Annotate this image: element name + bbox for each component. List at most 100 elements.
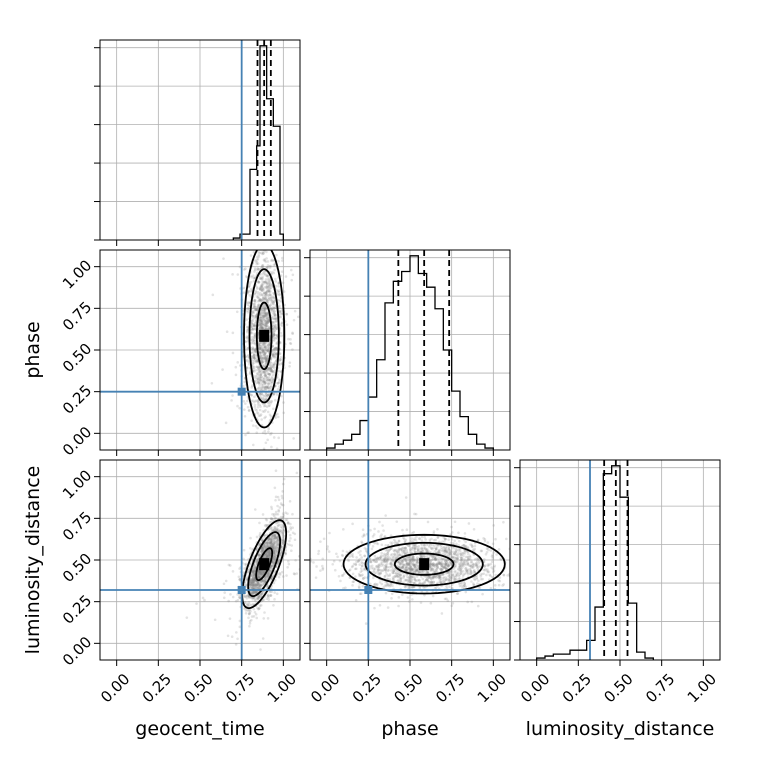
sample-point — [269, 594, 273, 597]
sample-point — [408, 600, 411, 603]
sample-point — [271, 539, 274, 543]
sample-point — [404, 552, 407, 556]
sample-point — [263, 416, 266, 420]
sample-point — [498, 576, 502, 579]
sample-point — [426, 520, 430, 524]
sample-point — [258, 343, 262, 347]
sample-point — [251, 384, 254, 387]
sample-point — [262, 528, 266, 532]
sample-point — [355, 567, 358, 571]
sample-point — [246, 366, 249, 370]
sample-point — [263, 259, 267, 263]
sample-point — [376, 569, 380, 572]
sample-point — [267, 279, 270, 283]
sample-point — [292, 437, 295, 440]
sample-point — [381, 569, 385, 572]
sample-point — [251, 592, 255, 596]
sample-point — [342, 586, 345, 590]
sample-point — [438, 562, 441, 565]
sample-point — [245, 329, 249, 332]
sample-point — [458, 565, 462, 569]
sample-point — [354, 575, 357, 578]
sample-point — [264, 397, 268, 401]
sample-point — [274, 541, 277, 545]
sample-point — [278, 506, 282, 509]
sample-point — [427, 576, 431, 579]
sample-point — [253, 324, 257, 327]
sample-point — [273, 333, 276, 336]
sample-point — [274, 548, 277, 552]
sample-point — [282, 540, 285, 544]
scatter-points — [210, 241, 300, 450]
sample-point — [251, 575, 255, 578]
sample-point — [265, 358, 269, 361]
sample-point — [443, 563, 447, 566]
sample-point — [368, 557, 372, 561]
sample-point — [384, 564, 387, 567]
sample-point — [340, 574, 344, 577]
sample-point — [244, 402, 247, 405]
sample-point — [255, 411, 259, 414]
sample-point — [262, 297, 265, 301]
sample-point — [253, 276, 257, 280]
sample-point — [263, 295, 267, 298]
sample-point — [268, 542, 272, 545]
sample-point — [266, 349, 270, 352]
sample-point — [264, 281, 268, 285]
sample-point — [258, 370, 261, 374]
sample-point — [274, 553, 278, 557]
sample-point — [462, 544, 466, 548]
sample-point — [389, 560, 393, 564]
sample-point — [278, 292, 282, 296]
sample-point — [258, 375, 261, 378]
sample-point — [263, 353, 266, 357]
sample-point — [436, 566, 440, 570]
sample-point — [535, 546, 538, 549]
sample-point — [263, 323, 267, 327]
sample-point — [294, 558, 297, 562]
sample-point — [255, 586, 259, 590]
sample-point — [265, 385, 268, 388]
sample-point — [246, 309, 249, 313]
sample-point — [258, 376, 261, 379]
sample-point — [265, 282, 269, 286]
sample-point — [266, 594, 270, 597]
sample-point — [268, 413, 272, 417]
sample-point — [433, 574, 436, 578]
sample-point — [285, 323, 289, 326]
sample-point — [408, 564, 412, 568]
sample-point — [392, 577, 395, 581]
sample-point — [264, 305, 267, 308]
sample-point — [282, 534, 286, 538]
sample-point — [251, 366, 255, 370]
sample-point — [513, 551, 516, 554]
sample-point — [443, 552, 447, 555]
sample-point — [482, 568, 485, 572]
sample-point — [252, 570, 256, 573]
sample-point — [274, 336, 278, 340]
sample-point — [434, 547, 438, 550]
sample-point — [253, 241, 256, 244]
sample-point — [375, 582, 379, 586]
sample-point — [272, 316, 275, 320]
sample-point — [248, 294, 252, 297]
sample-point — [459, 553, 463, 556]
sample-point — [266, 554, 270, 557]
sample-point — [416, 558, 419, 561]
sample-point — [408, 569, 411, 573]
sample-point — [246, 608, 249, 612]
sample-point — [255, 255, 259, 259]
sample-point — [439, 575, 442, 579]
sample-point — [432, 530, 436, 533]
sample-point — [254, 315, 258, 318]
sample-point — [401, 593, 404, 597]
sample-point — [264, 432, 267, 435]
sample-point — [431, 577, 435, 580]
sample-point — [245, 335, 248, 339]
sample-point — [288, 539, 291, 543]
sample-point — [259, 573, 263, 576]
contour-ring — [255, 547, 274, 582]
sample-point — [257, 303, 260, 307]
sample-point — [382, 585, 386, 589]
sample-point — [289, 342, 293, 346]
